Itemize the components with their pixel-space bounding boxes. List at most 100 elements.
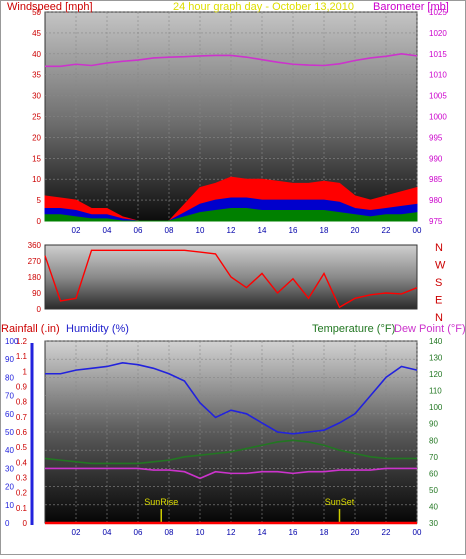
panel2-direction-label: N bbox=[435, 312, 443, 324]
panel1-y2tick-label: 1020 bbox=[429, 29, 447, 38]
panel3-rain-tick-label: 0.5 bbox=[16, 443, 28, 452]
panel3-humidity-tick-label: 50 bbox=[5, 428, 14, 437]
panel1-ytick-label: 25 bbox=[32, 113, 41, 122]
panel3-rain-tick-label: 1 bbox=[23, 367, 28, 376]
panel1-ytick-label: 30 bbox=[32, 92, 41, 101]
panel3-xtick-label: 18 bbox=[320, 528, 329, 537]
panel3-dewpoint-axis-label: Dew Point (°F) bbox=[394, 323, 465, 335]
panel3-humidity-tick-label: 80 bbox=[5, 373, 14, 382]
panel3-series-temperature bbox=[44, 439, 417, 465]
panel1-right-axis-label: Barometer [mb] bbox=[373, 1, 449, 13]
panel1-y2tick-label: 1005 bbox=[429, 92, 447, 101]
panel1-xtick-label: 10 bbox=[196, 226, 205, 235]
panel2-direction-label: E bbox=[435, 295, 442, 307]
panel1-ytick-label: 45 bbox=[32, 29, 41, 38]
panel1-xtick-label: 14 bbox=[258, 226, 267, 235]
panel3-xtick-label: 22 bbox=[382, 528, 391, 537]
panel1-y2tick-label: 1025 bbox=[429, 8, 447, 17]
panel3-humidity-tick-label: 0 bbox=[5, 519, 10, 528]
panel3-rain-tick-label: 0.6 bbox=[16, 428, 28, 437]
panel1-ytick-label: 40 bbox=[32, 50, 41, 59]
panel2-ytick-label: 0 bbox=[37, 305, 42, 314]
panel3-temp-tick-label: 110 bbox=[429, 387, 442, 396]
panel1-ytick-label: 20 bbox=[32, 133, 41, 142]
panel3-temp-tick-label: 70 bbox=[429, 453, 438, 462]
panel2-direction-label: S bbox=[435, 277, 442, 289]
panel3-temp-tick-label: 60 bbox=[429, 469, 438, 478]
panel3-humidity-tick-label: 60 bbox=[5, 410, 14, 419]
panel1-ytick-label: 35 bbox=[32, 71, 41, 80]
panel1-xtick-label: 18 bbox=[320, 226, 329, 235]
panel1-xtick-label: 20 bbox=[351, 226, 360, 235]
panel3-rain-tick-label: 0.2 bbox=[16, 489, 28, 498]
panel3-humidity-tick-label: 70 bbox=[5, 392, 14, 401]
panel2-series-wind-direction bbox=[44, 249, 418, 309]
panel2-ytick-label: 360 bbox=[28, 241, 42, 250]
panel3-rain-axis-label: Rainfall (.in) bbox=[1, 323, 60, 335]
panel1-xtick-label: 08 bbox=[165, 226, 174, 235]
panel3-humidity-tick-label: 100 bbox=[5, 337, 19, 346]
panel1-xtick-label: 02 bbox=[72, 226, 81, 235]
panel3-temp-tick-label: 40 bbox=[429, 502, 438, 511]
panel1-xtick-label: 06 bbox=[134, 226, 143, 235]
panel1-ytick-label: 5 bbox=[37, 196, 42, 205]
panel1-ytick-label: 50 bbox=[32, 8, 41, 17]
panel1-y2tick-label: 1015 bbox=[429, 50, 447, 59]
panel2-ytick-label: 270 bbox=[28, 257, 42, 266]
panel3-rain-tick-label: 1.1 bbox=[16, 352, 28, 361]
panel1-left-axis-label: Windspeed [mph] bbox=[7, 1, 93, 13]
panel3-xtick-label: 04 bbox=[103, 528, 112, 537]
panel1-xtick-label: 16 bbox=[289, 226, 298, 235]
panel3-humidity-axis-label: Humidity (%) bbox=[66, 323, 129, 335]
panel3-rain-tick-label: 0.1 bbox=[16, 504, 28, 513]
panel3-temp-tick-label: 130 bbox=[429, 354, 443, 363]
panel1-y2tick-label: 985 bbox=[429, 175, 443, 184]
panel1-xtick-label: 00 bbox=[413, 226, 422, 235]
panel2-direction-label: W bbox=[435, 260, 446, 272]
panel3-xtick-label: 02 bbox=[72, 528, 81, 537]
panel1-title: 24 hour graph day - October 13,2010 bbox=[173, 1, 354, 13]
panel3-humidity-tick-label: 90 bbox=[5, 355, 14, 364]
panel1-xtick-label: 12 bbox=[227, 226, 236, 235]
panel2-ytick-label: 180 bbox=[28, 273, 42, 282]
panel3-annotation-label: SunSet bbox=[325, 497, 355, 507]
panel3-temp-tick-label: 90 bbox=[429, 420, 438, 429]
panel1-xtick-label: 22 bbox=[382, 226, 391, 235]
panel3-humidity-tick-label: 10 bbox=[5, 501, 14, 510]
panel1-series-barometer bbox=[45, 52, 418, 68]
panel1-y2tick-label: 1010 bbox=[429, 71, 447, 80]
panel3-temp-tick-label: 140 bbox=[429, 337, 443, 346]
panel3-rain-tick-label: 0 bbox=[23, 519, 28, 528]
panel3-temp-tick-label: 80 bbox=[429, 436, 438, 445]
panel3-annotation-label: SunRise bbox=[144, 497, 178, 507]
panel1-y2tick-label: 980 bbox=[429, 196, 443, 205]
panel3-xtick-label: 14 bbox=[258, 528, 267, 537]
panel3-series-humidity bbox=[45, 362, 418, 435]
panel3-series-dew-point bbox=[45, 467, 417, 480]
panel3-xtick-label: 08 bbox=[165, 528, 174, 537]
panel3-rain-tick-label: 1.2 bbox=[16, 337, 28, 346]
panel3-humidity-tick-label: 30 bbox=[5, 464, 14, 473]
panel3-temp-tick-label: 50 bbox=[429, 486, 438, 495]
panel3-rain-tick-label: 0.9 bbox=[16, 383, 28, 392]
panel3-xtick-label: 12 bbox=[227, 528, 236, 537]
panel1-y2tick-label: 990 bbox=[429, 154, 443, 163]
panel3-rain-tick-label: 0.8 bbox=[16, 398, 28, 407]
panel3-humidity-tick-label: 40 bbox=[5, 446, 14, 455]
panel3-rain-tick-label: 0.4 bbox=[16, 458, 28, 467]
panel3-xtick-label: 20 bbox=[351, 528, 360, 537]
panel1-series-wind-low bbox=[44, 207, 418, 222]
panel3-temp-axis-label: Temperature (°F) bbox=[312, 323, 395, 335]
panel1-y2tick-label: 995 bbox=[429, 133, 443, 142]
panel2-direction-label: N bbox=[435, 242, 443, 254]
panel2-ytick-label: 90 bbox=[32, 289, 41, 298]
panel3-xtick-label: 06 bbox=[134, 528, 143, 537]
panel3-temp-tick-label: 100 bbox=[429, 403, 443, 412]
panel3-rain-tick-label: 0.7 bbox=[16, 413, 28, 422]
panel3-humidity-tick-label: 20 bbox=[5, 483, 14, 492]
panel3-xtick-label: 16 bbox=[289, 528, 298, 537]
panel3-xtick-label: 00 bbox=[413, 528, 422, 537]
panel1-ytick-label: 15 bbox=[32, 154, 41, 163]
